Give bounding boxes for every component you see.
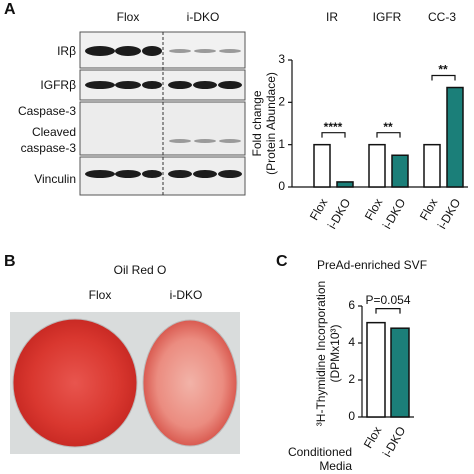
y-tick-label: 4 — [348, 335, 355, 349]
oil-red-panel: Oil Red O Flox i-DKO — [10, 263, 240, 454]
dish — [142, 319, 238, 447]
annotation: P=0.054 — [365, 293, 410, 307]
bands — [85, 46, 242, 178]
category-label: IR — [326, 10, 338, 24]
y-tick-label: 6 — [348, 298, 355, 312]
panel-letter: B — [4, 253, 16, 270]
significance-bracket — [376, 132, 401, 138]
y-axis-label: (DPMx10³) — [328, 324, 342, 382]
x-axis-label: Media — [319, 459, 352, 473]
y-tick-label: 0 — [348, 409, 355, 423]
dish-label: Flox — [89, 288, 112, 302]
y-tick-label: 2 — [278, 95, 285, 109]
significance-label: ** — [383, 120, 393, 134]
dish — [12, 318, 138, 448]
y-tick-label: 3 — [278, 52, 285, 66]
bar — [368, 143, 386, 188]
panel-letter: A — [4, 1, 16, 18]
y-axis-label: (Protein Abundace) — [264, 72, 278, 175]
significance-bracket — [321, 132, 346, 138]
x-tick-label: i-DKO — [435, 196, 463, 231]
category-label: CC-3 — [428, 10, 456, 24]
chart-title: PreAd-enriched SVF — [317, 258, 427, 272]
lane-label: i-DKO — [187, 10, 220, 24]
x-tick-label: i-DKO — [380, 424, 408, 459]
significance-bracket — [431, 74, 456, 81]
y-tick-label: 2 — [348, 372, 355, 386]
lane-label: Flox — [117, 10, 140, 24]
x-axis-label: Conditioned — [288, 445, 352, 459]
row-label: caspase-3 — [21, 141, 77, 155]
faint-bands — [169, 49, 241, 143]
row-label: IGFRβ — [40, 78, 76, 92]
panel-letter: C — [276, 253, 288, 270]
panel-title: Oil Red O — [114, 263, 167, 277]
y-tick-label: 0 — [278, 179, 285, 193]
row-label: IRβ — [57, 44, 76, 58]
bar — [336, 181, 354, 188]
x-tick-label: Flox — [361, 424, 384, 451]
row-label: Vinculin — [34, 172, 76, 186]
significance-label: **** — [324, 120, 343, 134]
x-tick-label: i-DKO — [380, 196, 408, 231]
dish-label: i-DKO — [170, 288, 203, 302]
x-tick-label: i-DKO — [325, 196, 353, 231]
bar — [391, 154, 409, 188]
bar — [446, 86, 464, 188]
row-label: Caspase-3 — [18, 104, 76, 118]
x-tick-label: Flox — [307, 196, 330, 223]
x-tick-label: Flox — [417, 196, 440, 223]
x-tick-label: Flox — [362, 196, 385, 223]
significance-label: ** — [438, 63, 448, 77]
y-tick-label: 1 — [278, 137, 285, 151]
bar — [366, 321, 386, 418]
category-label: IGFR — [373, 10, 402, 24]
bar — [390, 327, 410, 418]
y-axis-label: Fold change — [250, 90, 264, 156]
y-axis-label: ³H-Thymidine Incorporation — [314, 281, 328, 426]
significance-bracket — [375, 308, 401, 314]
western-blot: Flox i-DKO IRβ IGFRβ Caspase-3 Cleaved c… — [18, 10, 246, 196]
bar — [423, 143, 441, 188]
bar — [313, 143, 331, 188]
row-label: Cleaved — [32, 125, 76, 139]
